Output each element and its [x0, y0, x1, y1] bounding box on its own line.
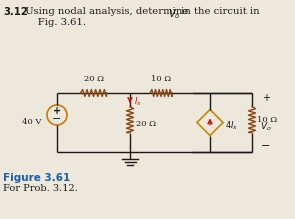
Text: −: −: [52, 114, 62, 124]
Text: Figure 3.61: Figure 3.61: [3, 173, 70, 183]
Text: Fig. 3.61.: Fig. 3.61.: [19, 18, 86, 27]
Text: For Prob. 3.12.: For Prob. 3.12.: [3, 184, 78, 193]
Text: $4I_x$: $4I_x$: [225, 119, 238, 132]
Text: −: −: [261, 141, 271, 151]
Text: $V_o$: $V_o$: [168, 7, 181, 21]
Text: $I_x$: $I_x$: [134, 96, 142, 108]
Text: +: +: [262, 93, 270, 103]
Text: 40 V: 40 V: [22, 118, 41, 127]
Text: 10 Ω: 10 Ω: [151, 75, 171, 83]
Text: in the circuit in: in the circuit in: [178, 7, 260, 16]
Text: 10 Ω: 10 Ω: [257, 115, 277, 124]
Text: 20 Ω: 20 Ω: [136, 120, 156, 127]
Text: +: +: [53, 106, 61, 116]
Text: $V_o$: $V_o$: [260, 120, 272, 133]
Text: Using nodal analysis, determine: Using nodal analysis, determine: [19, 7, 191, 16]
Text: 20 Ω: 20 Ω: [83, 75, 104, 83]
Text: 3.12: 3.12: [3, 7, 28, 17]
